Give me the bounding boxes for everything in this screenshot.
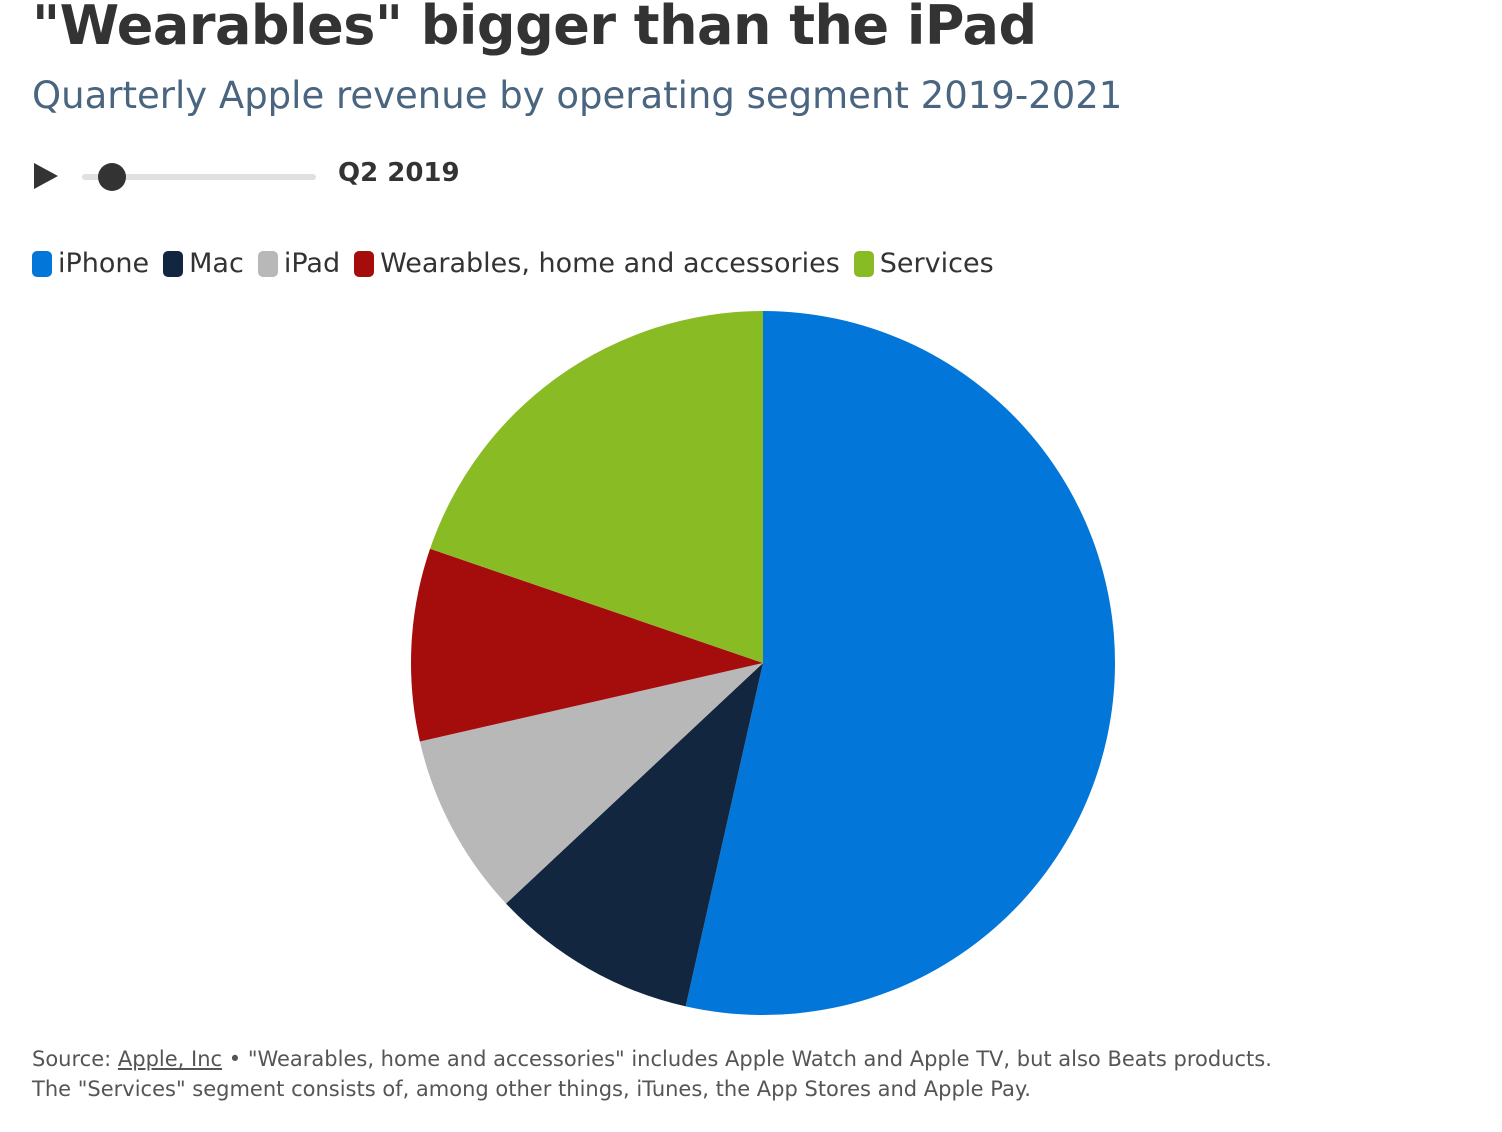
source-link[interactable]: Apple, Inc	[117, 1047, 223, 1071]
period-label: Q2 2019	[338, 158, 460, 188]
play-icon[interactable]	[34, 163, 58, 189]
legend-swatch	[163, 250, 184, 277]
legend-item[interactable]: iPhone	[32, 248, 149, 279]
chart-title: "Wearables" bigger than the iPad	[32, 0, 1037, 57]
source-prefix: Source:	[32, 1047, 118, 1071]
pie-slice-ipad[interactable]	[419, 663, 763, 904]
legend-item[interactable]: iPad	[257, 248, 341, 279]
pie-slice-wearables-home-and-accessories[interactable]	[411, 548, 763, 742]
legend-label: Services	[879, 248, 994, 279]
footer-note: • "Wearables, home and accessories" incl…	[222, 1047, 1272, 1071]
legend-item[interactable]: Mac	[163, 248, 244, 279]
legend-item[interactable]: Wearables, home and accessories	[354, 248, 840, 279]
footer: Source: Apple, Inc • "Wearables, home an…	[32, 1044, 1272, 1104]
chart-subtitle: Quarterly Apple revenue by operating seg…	[32, 74, 1123, 117]
legend-swatch	[354, 250, 375, 277]
legend: iPhone Mac iPad Wearables, home and accesso…	[32, 248, 1008, 279]
pie-slice-iphone[interactable]	[685, 311, 1115, 1016]
legend-swatch	[257, 250, 278, 277]
slider-handle[interactable]	[98, 163, 127, 191]
legend-swatch	[32, 250, 52, 277]
legend-swatch	[853, 250, 874, 277]
footer-note-services: The "Services" segment consists of, amon…	[32, 1077, 1031, 1101]
pie-slice-mac[interactable]	[506, 663, 763, 1007]
legend-label: iPad	[283, 248, 341, 279]
legend-label: Wearables, home and accessories	[380, 248, 840, 279]
legend-label: Mac	[189, 248, 244, 279]
timeline-slider[interactable]	[82, 174, 316, 180]
legend-item[interactable]: Services	[853, 248, 994, 279]
pie-slice-services[interactable]	[430, 310, 763, 663]
legend-label: iPhone	[58, 248, 150, 279]
